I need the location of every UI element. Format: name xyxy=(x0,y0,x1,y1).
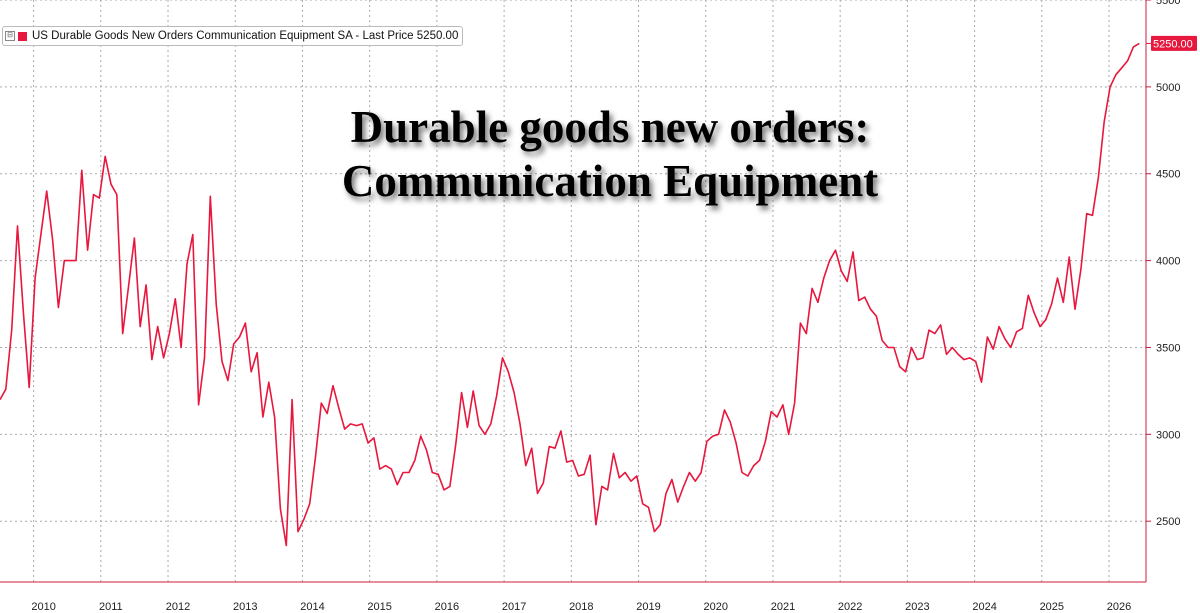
last-price-tag-label: 5250.00 xyxy=(1153,38,1193,50)
y-tick-label: 4500 xyxy=(1156,169,1180,181)
grid-lines xyxy=(0,0,1146,582)
y-tick-label: 3000 xyxy=(1156,429,1180,441)
y-tick-label: 5500 xyxy=(1156,0,1180,7)
legend[interactable]: ⊟ US Durable Goods New Orders Communicat… xyxy=(2,26,464,46)
x-tick-label: 2016 xyxy=(435,601,459,613)
y-tick-label: 4000 xyxy=(1156,256,1180,268)
y-tick-label: 2500 xyxy=(1156,516,1180,528)
last-price-tag: 5250.00 xyxy=(1146,35,1197,51)
x-tick-label: 2013 xyxy=(233,601,257,613)
x-tick-label: 2020 xyxy=(704,601,728,613)
x-tick-label: 2022 xyxy=(838,601,862,613)
x-tick-label: 2012 xyxy=(166,601,190,613)
x-tick-label: 2014 xyxy=(300,601,324,613)
series-line xyxy=(0,42,1140,547)
x-tick-label: 2023 xyxy=(905,601,929,613)
x-tick-label: 2011 xyxy=(99,601,123,613)
legend-swatch xyxy=(18,31,27,41)
y-tick-label: 5000 xyxy=(1156,82,1180,94)
y-axis: 2500 3000 3500 4000 4500 5000 5500 xyxy=(1145,0,1180,582)
y-tick-label: 3500 xyxy=(1156,342,1180,354)
x-tick-label: 2026 xyxy=(1107,601,1131,613)
chart-title-line-1: Durable goods new orders: xyxy=(350,102,870,152)
x-tick-label: 2021 xyxy=(771,601,795,613)
x-tick-label: 2018 xyxy=(569,601,593,613)
x-tick-label: 2019 xyxy=(636,601,660,613)
x-axis: 2010 2011 2012 2013 2014 2015 2016 2017 2018 2019… xyxy=(0,581,1146,613)
legend-toggle-icon[interactable]: ⊟ xyxy=(5,31,15,41)
x-tick-label: 2017 xyxy=(502,601,526,613)
legend-label: US Durable Goods New Orders Communicatio… xyxy=(32,30,459,42)
x-tick-label: 2025 xyxy=(1040,601,1064,613)
x-tick-label: 2015 xyxy=(367,601,391,613)
x-tick-label: 2010 xyxy=(31,601,55,613)
x-tick-label: 2024 xyxy=(972,601,996,613)
last-price-tag-background xyxy=(1151,35,1197,51)
chart-title: Durable goods new orders: Communication … xyxy=(220,100,1000,208)
chart-title-line-2: Communication Equipment xyxy=(341,156,879,206)
